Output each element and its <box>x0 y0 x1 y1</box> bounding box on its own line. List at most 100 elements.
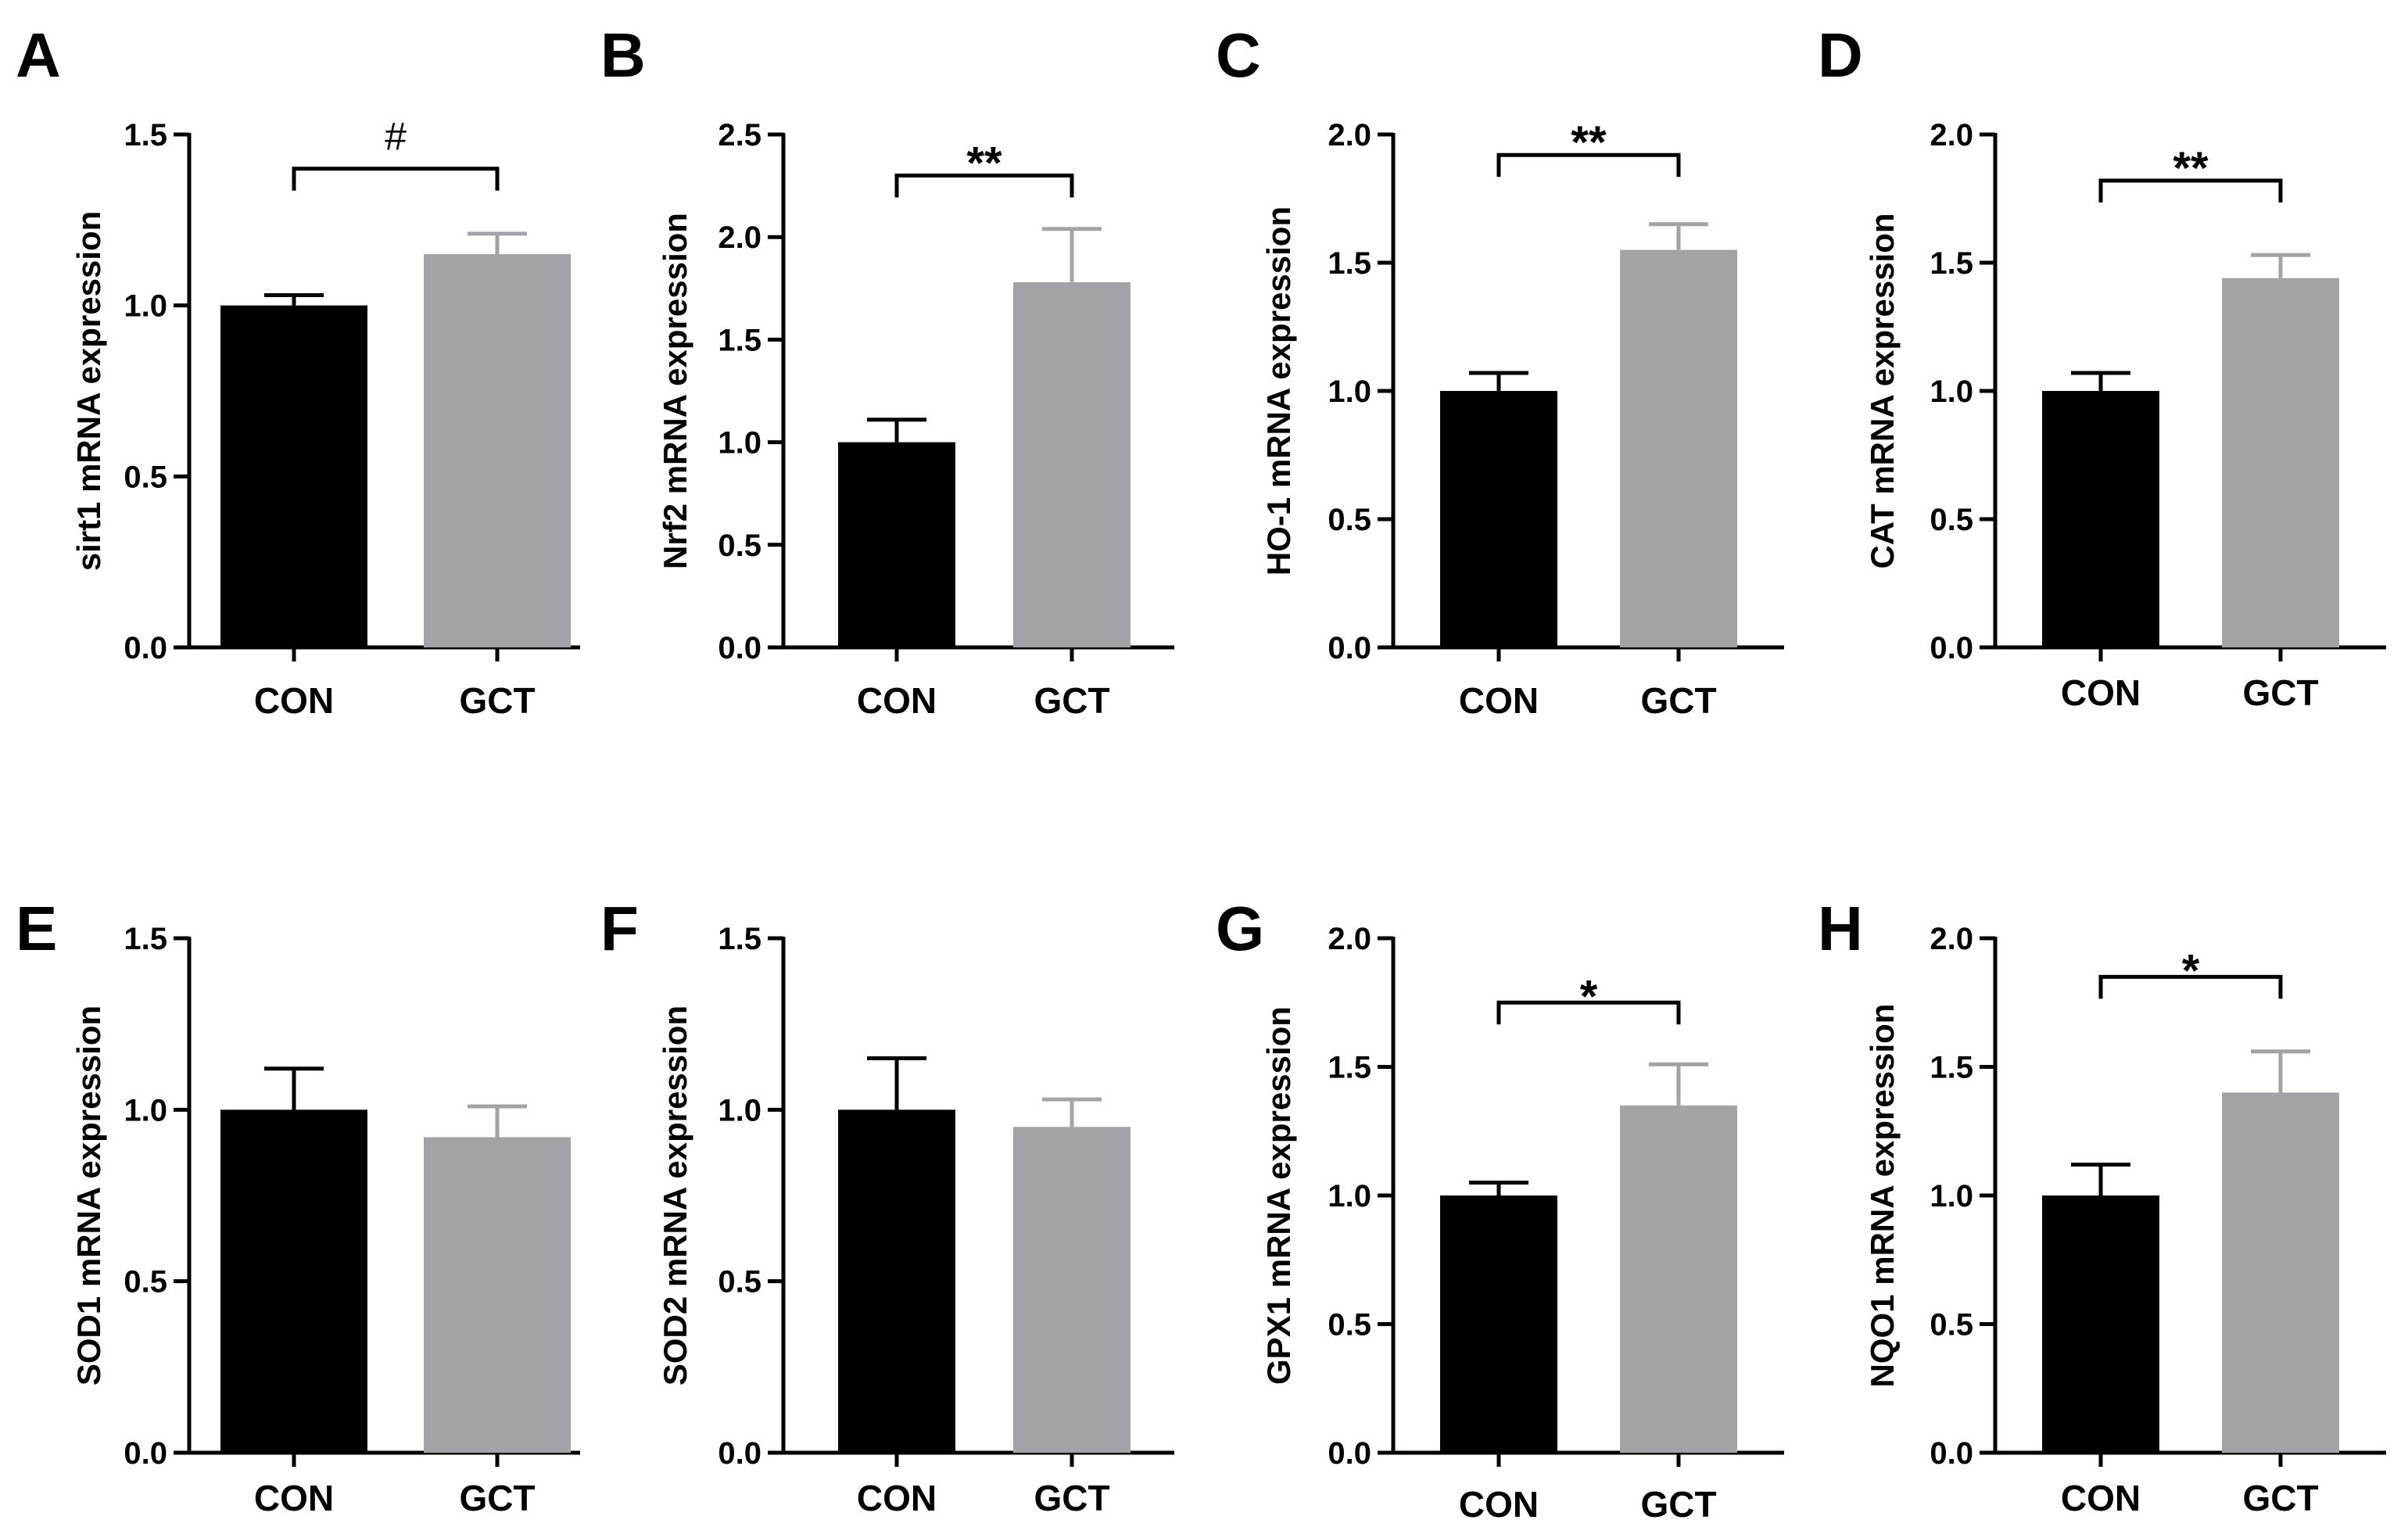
y-tick-label: 0.5 <box>124 460 167 494</box>
bar-con <box>838 1109 955 1453</box>
bar-gct <box>1013 281 1131 647</box>
y-tick-label: 1.0 <box>124 289 167 324</box>
y-tick-label: 1.0 <box>1328 375 1371 409</box>
chart-panel-g: G 0.0 0.5 1.0 1.5 2.0 GPX1 mRNA expression CON G… <box>1216 894 1784 1525</box>
y-tick-label: 2.0 <box>1328 118 1371 152</box>
y-tick-label: 0.0 <box>718 1436 761 1471</box>
y-tick-label: 2.0 <box>1930 922 1973 956</box>
y-tick-label: 1.5 <box>1930 1051 1973 1085</box>
bar-con <box>220 1109 367 1453</box>
bar-gct <box>1620 249 1737 647</box>
panel-letter: H <box>1818 894 1863 963</box>
x-tick-label: GCT <box>2242 672 2318 713</box>
bar-gct <box>1620 1105 1737 1453</box>
x-tick-label: GCT <box>1034 1478 1109 1518</box>
y-tick-label: 1.0 <box>1930 1179 1973 1213</box>
y-tick-label: 1.5 <box>1328 246 1371 281</box>
chart-panel-e: E 0.0 0.5 1.0 1.5 SOD1 mRNA expression CON GCT <box>16 894 580 1518</box>
panel-letter: E <box>16 894 57 963</box>
x-tick-label: CON <box>2061 1478 2141 1518</box>
significance-label: * <box>2182 945 2200 996</box>
y-tick-label: 1.5 <box>718 922 761 956</box>
x-tick-label: CON <box>857 1478 937 1518</box>
x-tick-label: CON <box>857 680 937 721</box>
panel-letter: A <box>16 20 61 90</box>
y-tick-label: 1.5 <box>1930 246 1973 281</box>
bar-con <box>838 442 955 647</box>
y-tick-label: 1.0 <box>1328 1179 1371 1213</box>
y-tick-label: 2.0 <box>718 220 761 255</box>
y-tick-label: 1.5 <box>1328 1051 1371 1085</box>
y-tick-label: 0.5 <box>1328 503 1371 537</box>
significance-bracket <box>2098 974 2283 999</box>
x-tick-label: GCT <box>459 1478 535 1518</box>
significance-label: # <box>385 115 407 159</box>
bar-con <box>1440 1195 1557 1453</box>
y-axis-title: NQO1 mRNA expression <box>1864 1004 1901 1388</box>
y-axis-title: Nrf2 mRNA expression <box>657 213 693 569</box>
x-tick-label: GCT <box>459 680 535 721</box>
x-tick-label: GCT <box>1640 1484 1716 1525</box>
panel-letter: G <box>1216 894 1264 963</box>
y-axis-title: SOD1 mRNA expression <box>70 1005 107 1385</box>
y-tick-label: 0.0 <box>718 631 761 665</box>
y-tick-label: 1.5 <box>718 323 761 357</box>
y-tick-label: 1.0 <box>124 1093 167 1127</box>
significance-bracket <box>2098 178 2283 203</box>
significance-label: ** <box>1571 117 1607 168</box>
y-tick-label: 0.0 <box>124 1436 167 1471</box>
y-tick-label: 0.0 <box>1328 1436 1371 1471</box>
y-tick-label: 0.0 <box>1328 631 1371 665</box>
chart-panel-d: D 0.0 0.5 1.0 1.5 2.0 CAT mRNA expression CON GC… <box>1818 20 2386 713</box>
bar-con <box>2042 391 2159 647</box>
y-tick-label: 1.0 <box>718 426 761 461</box>
y-tick-label: 0.0 <box>124 631 167 665</box>
y-axis-title: SOD2 mRNA expression <box>657 1005 693 1385</box>
x-tick-label: GCT <box>1640 680 1716 721</box>
x-tick-label: GCT <box>1034 680 1109 721</box>
y-tick-label: 0.0 <box>1930 631 1973 665</box>
bar-gct <box>424 1137 571 1453</box>
significance-label: * <box>1580 971 1598 1022</box>
y-tick-label: 2.5 <box>718 118 761 152</box>
significance-label: ** <box>966 138 1002 188</box>
x-tick-label: CON <box>1459 1484 1539 1525</box>
panel-letter: D <box>1818 20 1863 90</box>
y-axis-title: HO-1 mRNA expression <box>1260 206 1297 575</box>
bar-gct <box>2222 1092 2339 1453</box>
y-tick-label: 0.5 <box>1328 1308 1371 1342</box>
significance-bracket <box>1496 1000 1681 1025</box>
x-tick-label: CON <box>2061 672 2141 713</box>
significance-bracket <box>894 173 1074 198</box>
x-tick-label: GCT <box>2242 1478 2318 1518</box>
y-tick-label: 1.0 <box>1930 375 1973 409</box>
y-tick-label: 1.5 <box>124 118 167 152</box>
y-tick-label: 0.5 <box>718 1265 761 1299</box>
bar-con <box>220 305 367 647</box>
panel-letter: C <box>1216 20 1261 90</box>
significance-label: ** <box>2173 143 2209 194</box>
significance-bracket <box>292 167 500 191</box>
bar-gct <box>2222 278 2339 647</box>
y-tick-label: 0.5 <box>1930 503 1973 537</box>
y-tick-label: 1.5 <box>124 922 167 956</box>
panel-letter: B <box>600 20 646 90</box>
y-axis-title: CAT mRNA expression <box>1864 213 1901 568</box>
y-tick-label: 0.5 <box>718 529 761 563</box>
y-tick-label: 2.0 <box>1328 922 1371 956</box>
chart-panel-c: C 0.0 0.5 1.0 1.5 2.0 HO-1 mRNA expression CON G… <box>1216 20 1784 721</box>
x-tick-label: CON <box>1459 680 1539 721</box>
y-tick-label: 0.0 <box>1930 1436 1973 1471</box>
y-axis-title: sirt1 mRNA expression <box>70 211 107 572</box>
x-tick-label: CON <box>254 680 334 721</box>
y-tick-label: 0.5 <box>1930 1308 1973 1342</box>
y-tick-label: 0.5 <box>124 1265 167 1299</box>
chart-panel-a: A 0.0 0.5 1.0 1.5 sirt1 mRNA expression CON GCT… <box>16 20 580 721</box>
x-tick-label: CON <box>254 1478 334 1518</box>
chart-panel-f: F 0.0 0.5 1.0 1.5 SOD2 mRNA expression CON GCT <box>600 894 1174 1518</box>
chart-panel-b: B 0.0 0.5 1.0 1.5 2.0 2.5 Nrf2 mRNA expression C… <box>600 20 1174 721</box>
significance-bracket <box>1496 152 1681 177</box>
bar-gct <box>424 254 571 647</box>
chart-panel-h: H 0.0 0.5 1.0 1.5 2.0 NQO1 mRNA expression CON G… <box>1818 894 2386 1518</box>
